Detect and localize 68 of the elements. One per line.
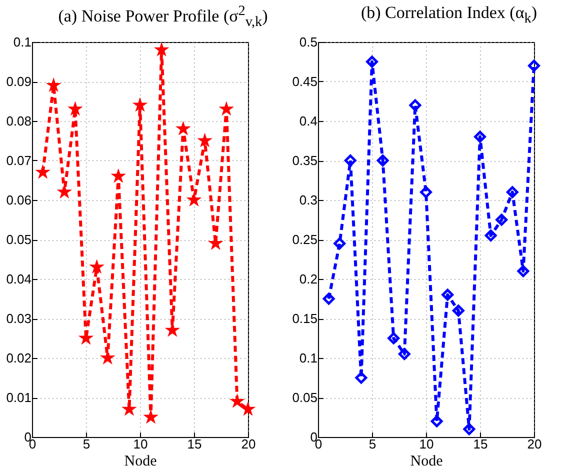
point	[398, 348, 410, 360]
point	[240, 401, 256, 416]
x-tick-label: 20	[527, 436, 542, 452]
x-tick-label: 5	[82, 436, 90, 452]
point	[100, 350, 116, 365]
y-tick-label: 0.01	[6, 390, 32, 405]
y-tick-label: 0.07	[6, 153, 32, 168]
chart-title: (b) Correlation Index (α$_{k}$)	[360, 2, 538, 28]
point	[218, 101, 234, 116]
point	[474, 130, 486, 143]
point	[442, 288, 454, 301]
point	[463, 423, 476, 436]
point	[110, 168, 126, 183]
point	[409, 99, 422, 112]
y-tick-label: 0.45	[292, 74, 318, 89]
point	[430, 415, 443, 428]
point	[452, 304, 464, 317]
x-tick-label: 15	[187, 436, 202, 452]
point	[68, 101, 83, 116]
x-tick-label: 5	[368, 436, 376, 452]
point	[89, 259, 104, 274]
point	[46, 77, 62, 92]
point	[230, 393, 245, 408]
point	[197, 132, 212, 148]
y-tick-label: 0.3	[299, 192, 318, 208]
y-tick-label: 0.1	[299, 350, 318, 366]
x-tick-label: 10	[419, 436, 434, 452]
point	[176, 120, 191, 136]
point	[154, 42, 170, 56]
chart-title: (a) Noise Power Profile (σ$^{2}$$_{v,k}$)	[57, 2, 269, 30]
y-tick-label: 0.02	[6, 350, 32, 366]
x-axis-title: Node	[410, 454, 444, 470]
y-tick-label: 0.08	[6, 114, 32, 128]
point	[186, 192, 202, 207]
point	[376, 154, 389, 166]
y-tick-label: 0.03	[6, 311, 32, 326]
point	[496, 214, 508, 226]
y-tick-label: 0.25	[292, 232, 318, 247]
point	[132, 97, 148, 112]
point	[355, 372, 368, 384]
y-tick-label: 0.05	[6, 232, 32, 247]
point	[517, 265, 530, 278]
y-tick-label: 0.05	[292, 390, 318, 405]
point	[506, 186, 518, 198]
y-tick-label: 0.5	[299, 34, 318, 50]
point	[420, 186, 432, 198]
x-axis-title: Node	[124, 454, 158, 470]
x-tick-label: 20	[241, 436, 256, 452]
point	[366, 56, 378, 68]
y-tick-label: 0.1	[13, 34, 32, 50]
point	[484, 230, 497, 242]
point	[35, 164, 50, 179]
y-tick-label: 0.35	[292, 153, 318, 168]
point	[143, 409, 158, 424]
y-tick-label: 0.09	[6, 74, 32, 89]
y-tick-label: 0.04	[6, 272, 32, 286]
point	[344, 154, 356, 166]
point	[528, 60, 540, 72]
y-tick-label: 0.2	[299, 272, 318, 286]
point	[56, 184, 72, 199]
point	[322, 292, 335, 305]
point	[334, 237, 346, 250]
x-tick-label: 10	[133, 436, 148, 452]
x-tick-label: 15	[473, 436, 488, 452]
y-tick-label: 0.15	[292, 311, 318, 326]
point	[388, 332, 400, 344]
y-tick-label: 0.06	[6, 192, 32, 208]
y-tick-label: 0.4	[299, 114, 318, 128]
